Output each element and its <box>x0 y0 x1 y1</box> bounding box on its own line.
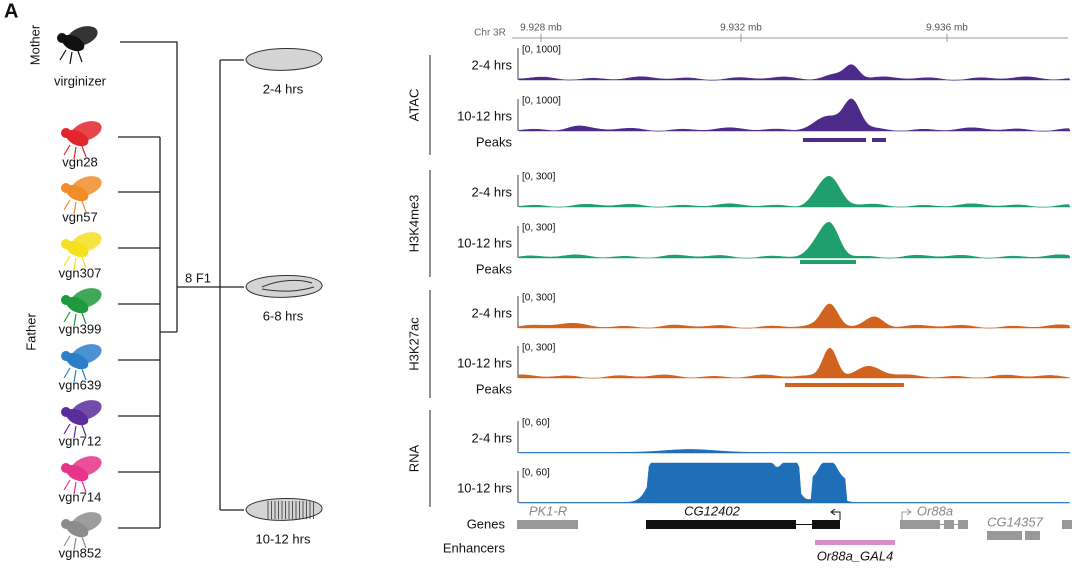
axis-label: 9.936 mb <box>926 23 968 34</box>
father-fly <box>61 396 104 438</box>
gene <box>1062 520 1072 529</box>
father-fly <box>61 508 104 550</box>
father-name: vgn639 <box>59 377 102 392</box>
track-range: [0, 300] <box>522 343 556 354</box>
stage-label: 10-12 hrs <box>256 531 311 546</box>
enhancer-label: Or88a_GAL4 <box>817 548 894 563</box>
father-fly <box>61 228 104 270</box>
genes-label: Genes <box>467 516 506 531</box>
gene <box>646 520 796 529</box>
fly-head <box>61 239 71 249</box>
signal-track <box>519 65 1070 81</box>
fly-head <box>61 463 71 473</box>
father-label: Father <box>23 313 38 351</box>
peak-bar <box>785 383 904 387</box>
assay-name: RNA <box>406 444 421 472</box>
gene <box>517 520 578 529</box>
fly-head <box>61 351 71 361</box>
father-name: vgn307 <box>59 265 102 280</box>
father-fly <box>61 117 104 159</box>
track-range: [0, 1000] <box>522 45 561 56</box>
gene <box>987 531 1022 540</box>
mother-fly <box>57 22 100 64</box>
peak-bar <box>803 138 866 142</box>
track-range: [0, 300] <box>522 293 556 304</box>
signal-track <box>519 222 1070 258</box>
fly-head <box>57 33 67 43</box>
signal-track <box>519 99 1070 132</box>
panel-label: A <box>4 0 18 22</box>
track-label: 10-12 hrs <box>457 480 512 495</box>
embryo <box>246 275 322 297</box>
fly-head <box>61 519 71 529</box>
father-name: vgn399 <box>59 321 102 336</box>
axis-label: 9.928 mb <box>520 23 562 34</box>
figure: A Mother Father virginizer 8 F1 Chr 3R E… <box>0 0 1072 569</box>
strand-arrow <box>831 509 840 520</box>
signal-track <box>519 449 1070 453</box>
track-range: [0, 1000] <box>522 96 561 107</box>
track-range: [0, 60] <box>522 468 550 479</box>
track-label: 2-4 hrs <box>472 184 513 199</box>
track-label: 2-4 hrs <box>472 430 513 445</box>
gene-label: Or88a <box>917 503 953 518</box>
embryo <box>246 498 322 520</box>
gene <box>1025 531 1040 540</box>
mother-label: Mother <box>27 24 42 65</box>
father-name: vgn57 <box>62 209 97 224</box>
track-label: 10-12 hrs <box>457 108 512 123</box>
mother-name: virginizer <box>54 73 107 88</box>
gene-label: CG12402 <box>684 503 740 518</box>
father-name: vgn712 <box>59 433 102 448</box>
peaks-label: Peaks <box>476 381 513 396</box>
father-fly <box>61 284 104 326</box>
signal-track <box>519 348 1070 378</box>
peaks-label: Peaks <box>476 134 513 149</box>
chromosome: Chr 3R <box>474 28 506 39</box>
track-label: 10-12 hrs <box>457 235 512 250</box>
father-fly <box>61 452 104 494</box>
fly-head <box>61 183 71 193</box>
father-name: vgn28 <box>62 154 97 169</box>
signal-track <box>519 304 1070 328</box>
stage-label: 2-4 hrs <box>263 81 304 96</box>
track-range: [0, 300] <box>522 223 556 234</box>
father-fly <box>61 172 104 214</box>
fly-head <box>61 295 71 305</box>
enhancer <box>815 540 895 545</box>
track-label: 2-4 hrs <box>472 57 513 72</box>
fly-head <box>61 407 71 417</box>
assay-name: ATAC <box>406 89 421 122</box>
assay-name: H3K4me3 <box>406 195 421 253</box>
fly-legs <box>60 50 82 64</box>
f1-label: 8 F1 <box>185 270 211 285</box>
track-label: 2-4 hrs <box>472 305 513 320</box>
bracket <box>120 42 177 332</box>
assay-name: H3K27ac <box>406 317 421 371</box>
father-name: vgn852 <box>59 545 102 560</box>
father-name: vgn714 <box>59 489 102 504</box>
cross-lines <box>120 42 244 528</box>
track-range: [0, 300] <box>522 172 556 183</box>
track-range: [0, 60] <box>522 418 550 429</box>
signal-track <box>519 463 1070 503</box>
axis-label: 9.932 mb <box>720 23 762 34</box>
signal-track <box>519 176 1070 207</box>
fly-head <box>61 128 71 138</box>
track-label: 10-12 hrs <box>457 355 512 370</box>
gene <box>812 520 840 529</box>
peak-bar <box>800 260 856 264</box>
peaks-label: Peaks <box>476 261 513 276</box>
enhancers-label: Enhancers <box>443 540 506 555</box>
gene-label: PK1-R <box>529 503 567 518</box>
strand-arrow <box>902 509 911 520</box>
father-fly <box>61 340 104 382</box>
peak-bar <box>872 138 886 142</box>
embryo <box>246 48 322 70</box>
stage-label: 6-8 hrs <box>263 308 304 323</box>
gene-label: CG14357 <box>987 514 1043 529</box>
